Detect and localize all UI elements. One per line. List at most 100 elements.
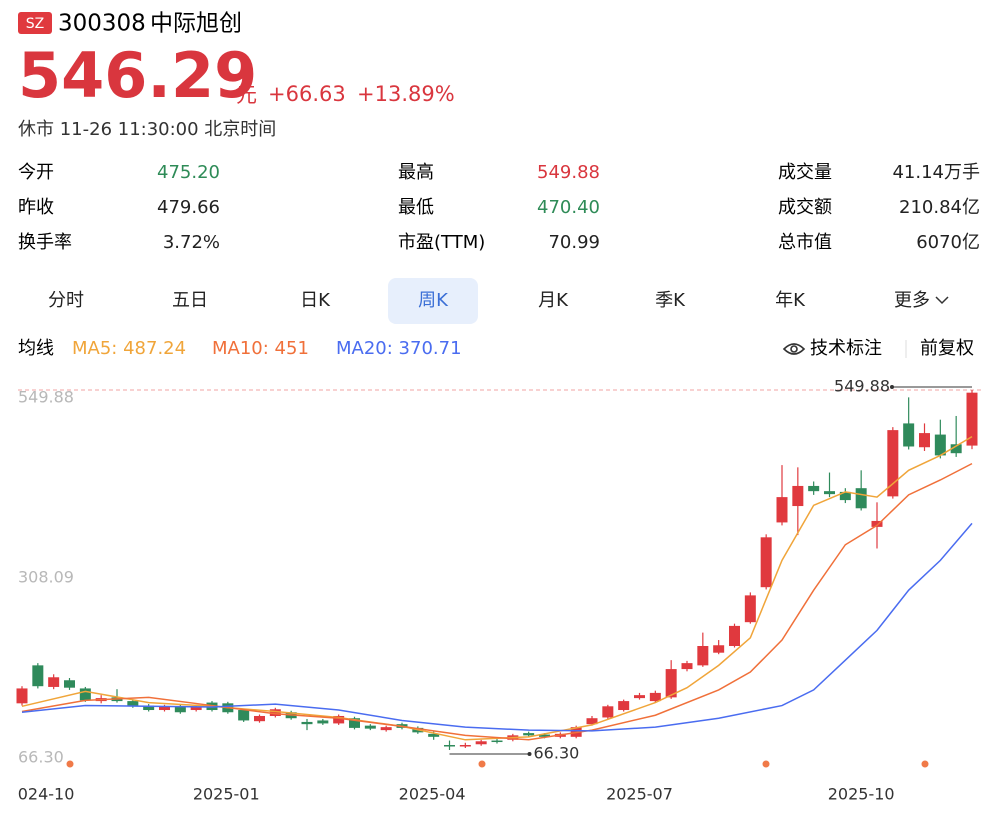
candle-body bbox=[174, 706, 186, 713]
stat-value: 70.99 bbox=[548, 232, 600, 253]
stat-value: 479.66 bbox=[157, 197, 220, 218]
max-label: 549.88 bbox=[834, 377, 890, 396]
candle-body bbox=[539, 734, 550, 737]
candle-body bbox=[491, 740, 503, 743]
stat-label: 换手率 bbox=[18, 232, 72, 253]
candle-body bbox=[618, 701, 630, 711]
code: 300308 bbox=[58, 11, 146, 37]
candle-body bbox=[254, 715, 265, 722]
candle-body bbox=[871, 520, 883, 527]
y-tick-label: 549.88 bbox=[18, 388, 74, 407]
stat-label: 今开 bbox=[18, 162, 54, 183]
candle-body bbox=[16, 688, 28, 704]
candle-body bbox=[634, 695, 645, 699]
candle-body bbox=[760, 537, 772, 588]
tab[interactable]: 周K bbox=[418, 290, 449, 311]
candle-body bbox=[143, 705, 155, 711]
dropdown-arrow[interactable] bbox=[935, 296, 949, 305]
candle-body bbox=[301, 721, 313, 725]
x-tick-label: 2024-10 bbox=[8, 785, 75, 804]
stat-value: 41.14万手 bbox=[892, 162, 980, 183]
candle-body bbox=[269, 709, 281, 716]
candle-body bbox=[602, 706, 614, 718]
min-dot bbox=[527, 752, 532, 756]
candle-body bbox=[64, 680, 75, 688]
candle-body bbox=[744, 595, 756, 623]
candle-body bbox=[903, 423, 915, 447]
event-dots bbox=[66, 760, 929, 768]
unit: 元 bbox=[236, 83, 257, 107]
candle-body bbox=[681, 663, 693, 670]
badge-bg bbox=[18, 12, 52, 34]
candle-body bbox=[127, 701, 139, 707]
stat-label: 成交量 bbox=[778, 162, 832, 183]
change: +66.63 bbox=[268, 82, 346, 106]
candle-body bbox=[824, 491, 835, 495]
candle-body bbox=[428, 733, 440, 737]
change-pct: +13.89% bbox=[357, 82, 455, 106]
candle-body bbox=[159, 706, 170, 711]
candle-body bbox=[32, 665, 44, 687]
tab[interactable]: 月K bbox=[538, 290, 569, 311]
stat-label: 昨收 bbox=[18, 197, 54, 218]
x-tick-label: 2025-01 bbox=[193, 785, 260, 804]
stat-value: 210.84亿 bbox=[899, 197, 980, 218]
max-dot bbox=[890, 385, 894, 389]
min-label: 66.30 bbox=[534, 744, 580, 763]
tab-highlight bbox=[388, 278, 478, 324]
price: 546.29 bbox=[18, 39, 257, 112]
ma-title: 均线 bbox=[18, 338, 54, 359]
candle-body bbox=[887, 430, 899, 497]
status: 休市 11-26 11:30:00 北京时间 bbox=[18, 119, 276, 140]
tab[interactable]: 分时 bbox=[48, 290, 84, 311]
stat-label: 最低 bbox=[398, 197, 434, 218]
x-axis: 2024-10 2025-01 2025-04 2025-07 2025-10 bbox=[8, 785, 895, 804]
ma-line bbox=[21, 522, 973, 732]
tab[interactable]: 更多 bbox=[894, 290, 930, 311]
candle-body bbox=[48, 677, 60, 687]
candle-body bbox=[808, 485, 820, 492]
candle-body bbox=[333, 715, 345, 724]
tab[interactable]: 五日 bbox=[172, 290, 208, 311]
stat-value: 3.72% bbox=[163, 232, 220, 253]
candle-body bbox=[459, 745, 471, 747]
tab[interactable]: 年K bbox=[775, 290, 806, 311]
candle-body bbox=[317, 720, 329, 724]
candle-body bbox=[713, 645, 725, 653]
candle-body bbox=[444, 745, 455, 747]
candle-body bbox=[966, 392, 978, 446]
stat-label: 总市值 bbox=[778, 232, 832, 253]
x-tick-label: 2025-07 bbox=[606, 785, 673, 804]
stock-name: 中际旭创 bbox=[150, 11, 242, 37]
x-tick-label: 2025-04 bbox=[399, 785, 466, 804]
candle-body bbox=[729, 625, 740, 647]
tab[interactable]: 日K bbox=[300, 290, 331, 311]
badge: SZ bbox=[26, 16, 44, 32]
candle-body bbox=[665, 669, 677, 698]
legend-entry: MA5: 487.24 bbox=[72, 338, 186, 359]
y-tick-label: 308.09 bbox=[18, 568, 74, 587]
candle-body bbox=[79, 688, 91, 701]
stat-value: 6070亿 bbox=[916, 232, 980, 253]
tool[interactable]: 技术标注 bbox=[810, 338, 882, 359]
tab[interactable]: 季K bbox=[655, 290, 686, 311]
candle-body bbox=[380, 727, 392, 731]
stat-label: 市盈(TTM) bbox=[398, 232, 485, 253]
eye-icon[interactable] bbox=[782, 343, 806, 355]
candle-body bbox=[792, 485, 804, 507]
candle-body bbox=[855, 488, 867, 509]
x-tick-label: 2025-10 bbox=[828, 785, 895, 804]
ma-line bbox=[21, 462, 973, 741]
candle-body bbox=[523, 733, 535, 736]
candle-body bbox=[839, 491, 851, 501]
stat-value: 470.40 bbox=[537, 197, 600, 218]
stat-value: 475.20 bbox=[157, 162, 220, 183]
tool[interactable]: 前复权 bbox=[920, 338, 974, 359]
stat-label: 最高 bbox=[398, 162, 434, 183]
legend-entry: MA20: 370.71 bbox=[336, 338, 462, 359]
candle-body bbox=[238, 710, 250, 721]
candle-body bbox=[649, 692, 661, 702]
candle-body bbox=[776, 497, 788, 523]
